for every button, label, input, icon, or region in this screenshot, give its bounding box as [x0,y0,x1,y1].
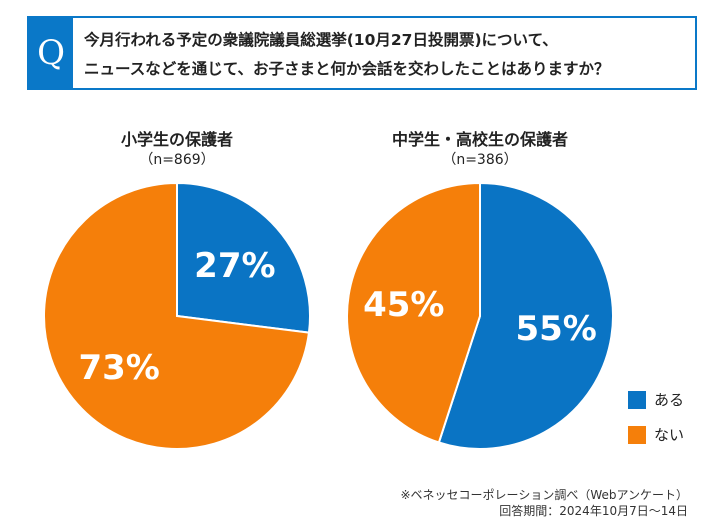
pie2-label-1: 45% [363,285,444,325]
pie2-title: 中学生・高校生の保護者 [391,130,568,149]
pie2-slice-1 [346,181,481,444]
footer-source: ※ベネッセコーポレーション調べ（Webアンケート） [400,488,689,502]
q-mark: Q [29,18,73,88]
footer-period: 回答期間：2024年10月7日〜14日 [499,504,688,518]
pie1-label-0: 27% [194,246,275,286]
legend-swatch-nai [628,425,646,444]
question-line-1: 今月行われる予定の衆議院議員総選挙(10月27日投開票)について、 [84,31,558,49]
pie2-label-0: 55% [515,309,596,349]
pie1-title: 小学生の保護者 [120,130,233,149]
question-line-2: ニュースなどを通じて、お子さまと何か会話を交わしたことはありますか？ [84,60,610,78]
pie1-slice-1 [43,181,311,450]
legend-item-aru: ある [628,389,684,410]
legend-label: ない [654,426,685,444]
pie1-n: （n=869） [139,152,215,168]
legend-item-nai: ない [628,424,684,445]
question-text: 今月行われる予定の衆議院議員総選挙(10月27日投開票)について、 ニュースなど… [84,26,609,84]
legend-label: ある [654,391,685,409]
legend-swatch-aru [628,390,646,409]
pie2-slice-0 [437,181,614,450]
pie1-slice-0 [176,181,311,334]
pie1-label-1: 73% [78,348,159,388]
question-box: Q 今月行われる予定の衆議院議員総選挙(10月27日投開票)について、 ニュース… [27,16,697,90]
pie2-n: （n=386） [442,152,518,168]
